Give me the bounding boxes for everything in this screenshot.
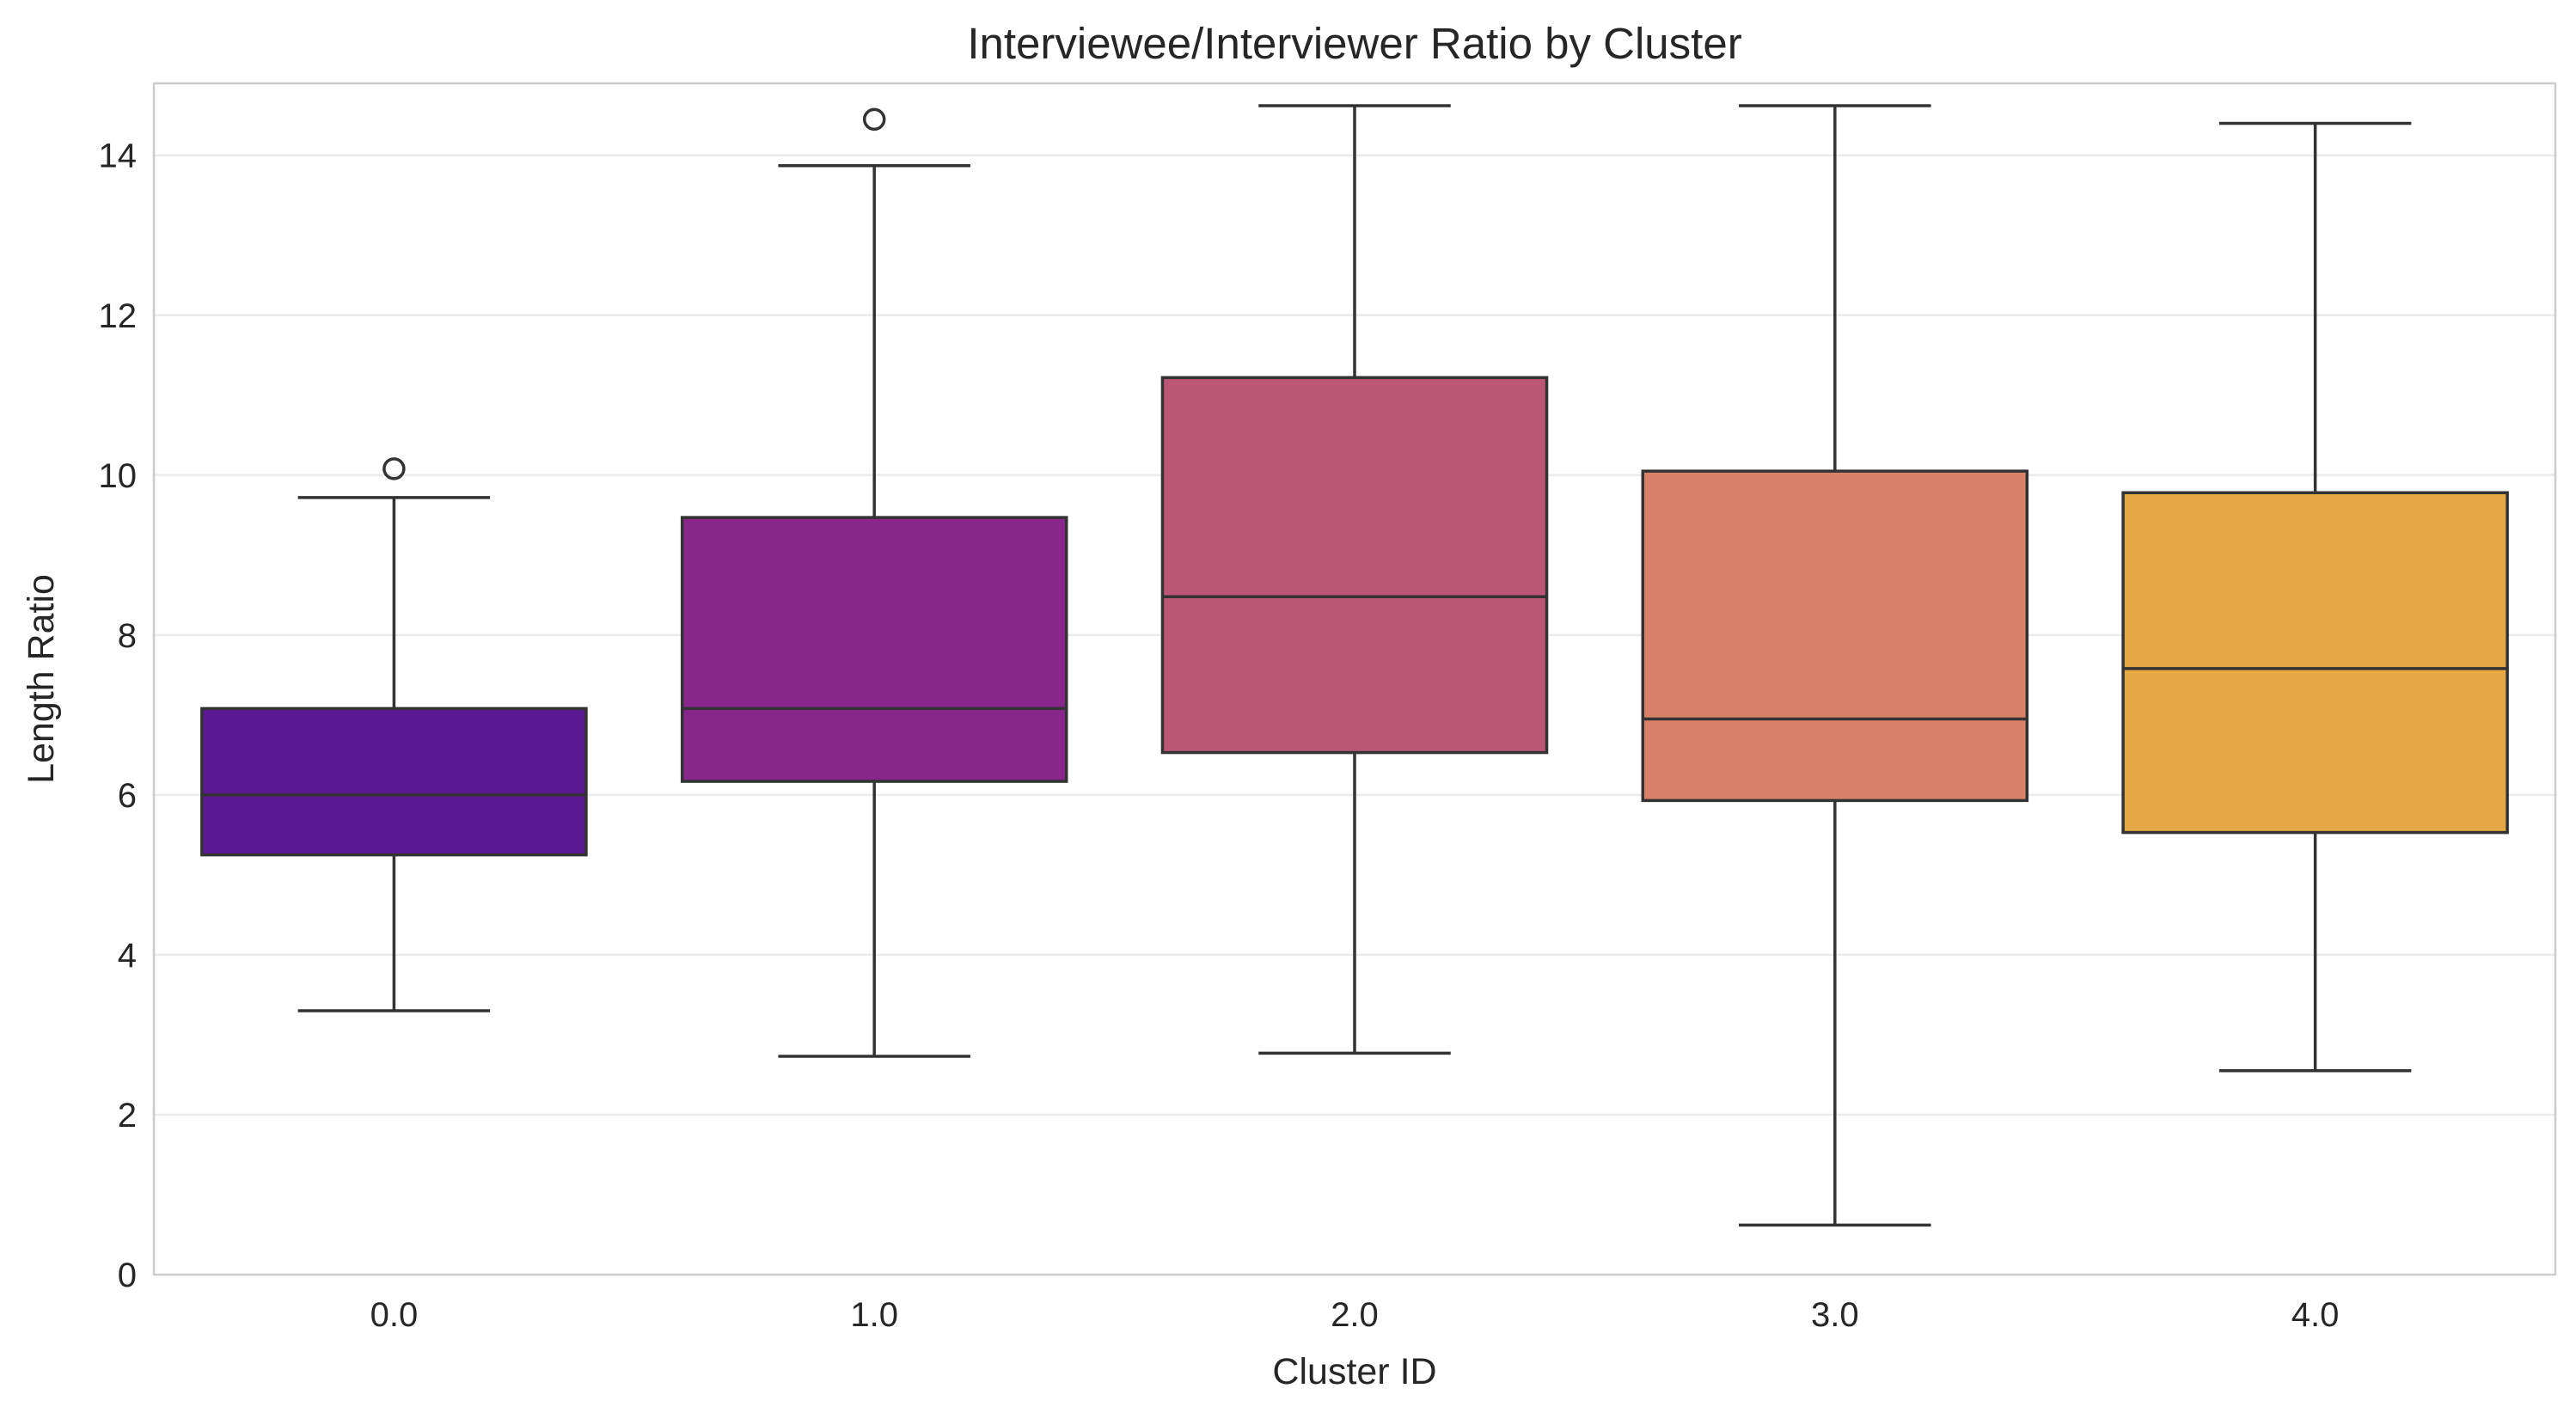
y-axis-label: Length Ratio [21,574,62,784]
y-tick-label: 6 [118,777,137,815]
box-group [2121,121,2509,1073]
y-tick-label: 0 [118,1257,137,1294]
y-tick-label: 2 [118,1097,137,1135]
y-tick-label: 14 [99,138,138,175]
y-tick-labels: 0 2 4 6 8 10 12 14 [99,138,138,1294]
x-tick-label: 2.0 [1331,1296,1379,1334]
chart-title: Interviewee/Interviewer Ratio by Cluster [967,19,1741,68]
y-tick-label: 8 [118,617,137,655]
box-group [680,107,1068,1058]
iqr-box [1641,469,2029,803]
box-group [1160,104,1549,1055]
outlier-point [382,457,406,480]
plot-frame [152,82,2557,1276]
y-tick-label: 4 [118,937,137,975]
boxes-layer [200,104,2509,1227]
box-group [1641,104,2029,1227]
box-group [200,457,588,1012]
x-tick-label: 4.0 [2291,1296,2340,1334]
x-tick-label: 0.0 [370,1296,419,1334]
outlier-point [862,107,886,132]
x-tick-label: 3.0 [1811,1296,1859,1334]
x-axis-label: Cluster ID [1272,1351,1436,1392]
iqr-box [1160,376,1549,755]
iqr-box [200,706,588,857]
y-tick-label: 12 [99,297,138,335]
iqr-box [680,516,1068,783]
iqr-box [2121,491,2509,835]
y-tick-label: 10 [99,457,138,495]
x-tick-label: 1.0 [850,1296,898,1334]
x-tick-labels: 0.0 1.0 2.0 3.0 4.0 [370,1296,2340,1334]
